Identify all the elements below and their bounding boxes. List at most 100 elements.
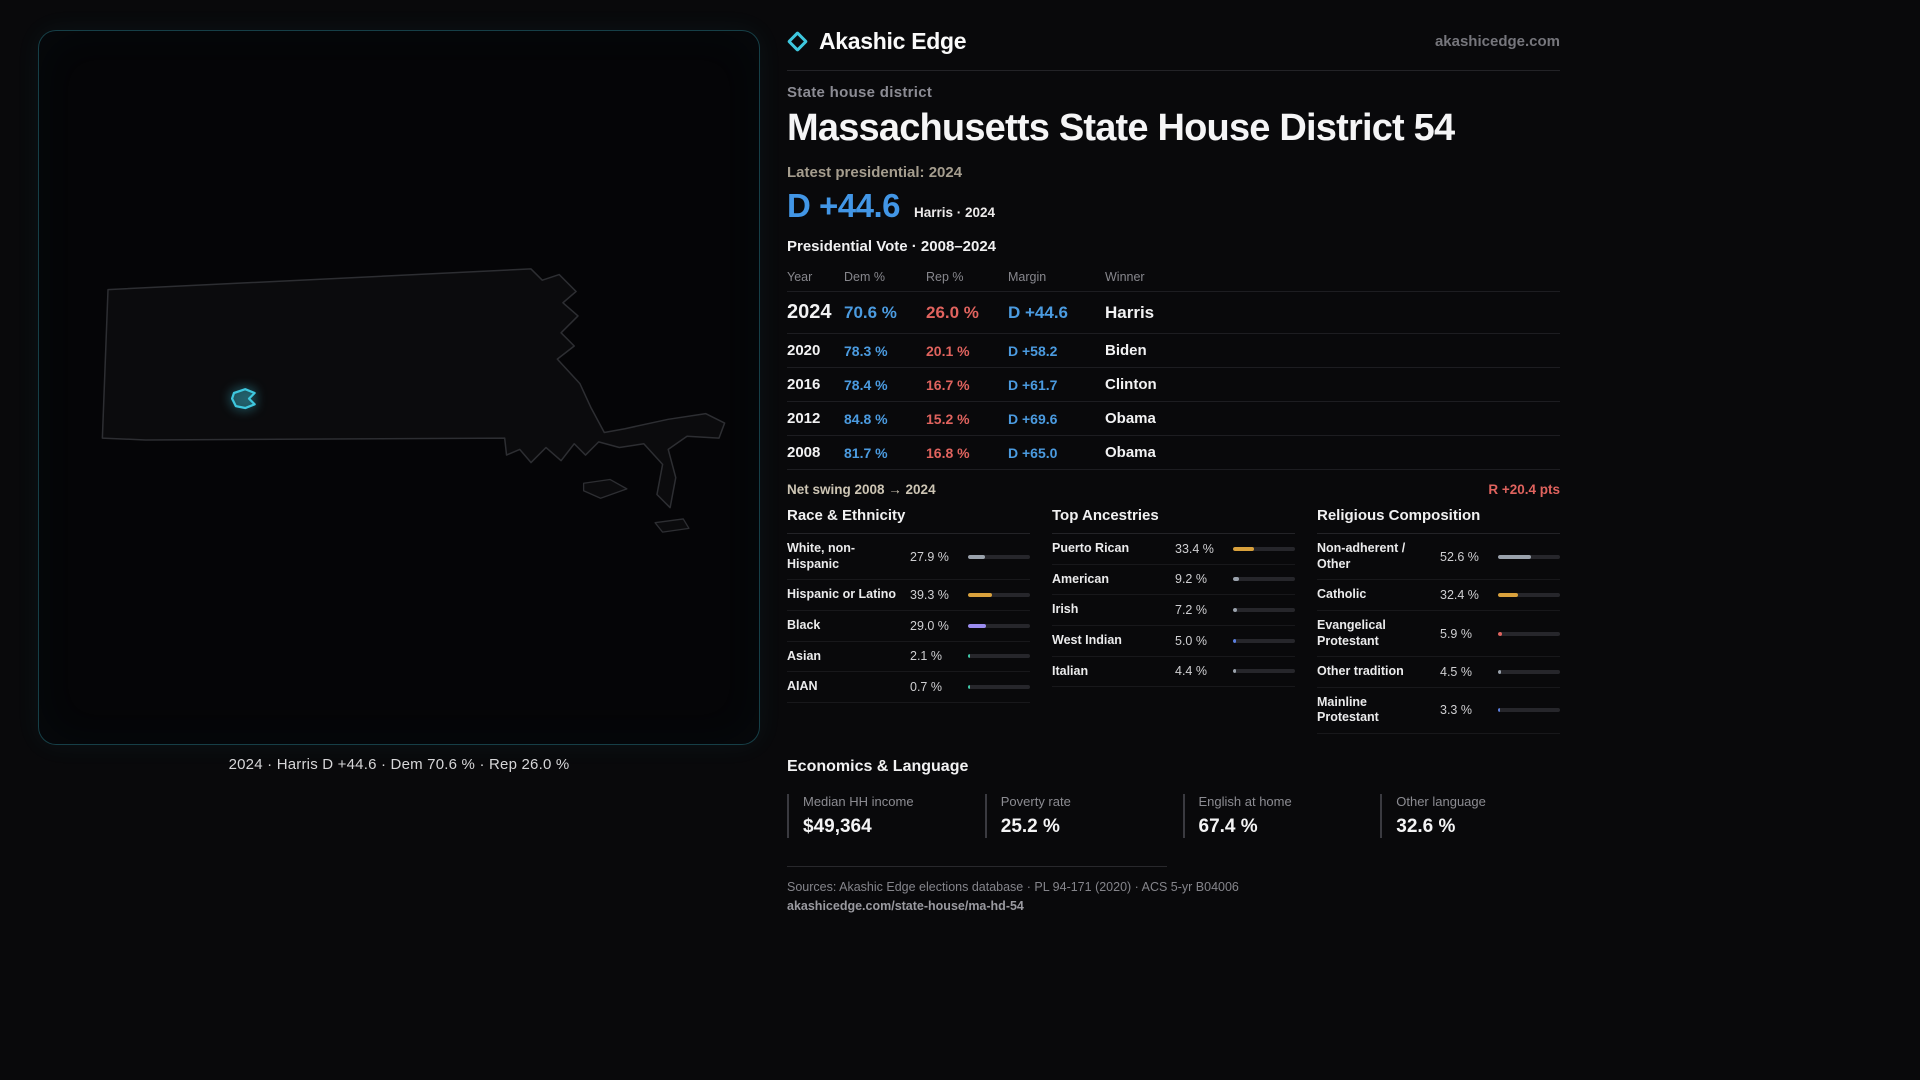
brand-header: Akashic Edge akashicedge.com: [786, 0, 1560, 71]
brand-domain-link[interactable]: akashicedge.com: [1434, 33, 1560, 50]
demo-label: White, non-Hispanic: [787, 541, 856, 571]
demo-row: Evangelical Protestant 5.9 %: [1317, 611, 1560, 658]
massachusetts-outline: [101, 268, 725, 509]
margin-cell: D +58.2: [1008, 342, 1058, 359]
demo-bar-track: [1498, 708, 1560, 713]
demo-value: 5.9 %: [1440, 626, 1472, 641]
demo-row: Irish 7.2 %: [1052, 595, 1295, 626]
permalink-link[interactable]: akashicedge.com/state-house/ma-hd-54: [787, 899, 1024, 913]
demo-row: American 9.2 %: [1052, 565, 1295, 596]
demo-value: 33.4 %: [1175, 541, 1214, 556]
dem-cell: 78.3 %: [844, 342, 888, 359]
demo-bar-track: [1233, 669, 1295, 674]
demo-bar-track: [968, 684, 1030, 689]
district-highlight: [230, 388, 256, 410]
demo-row: Other tradition 4.5 %: [1317, 657, 1560, 688]
demo-column-title: Top Ancestries: [1052, 507, 1295, 534]
demo-label: West Indian: [1052, 632, 1122, 647]
district-map-panel: [38, 30, 760, 745]
demo-bar-track: [1498, 669, 1560, 674]
col-margin: Margin: [1008, 270, 1047, 284]
dem-cell: 84.8 %: [844, 410, 888, 427]
demo-label: Other tradition: [1317, 664, 1404, 679]
demo-bar-fill: [1498, 554, 1531, 559]
rep-cell: 16.7 %: [926, 376, 970, 393]
demo-bar-track: [1498, 593, 1560, 598]
demo-value: 5.0 %: [1175, 633, 1207, 648]
stat-value: $49,364: [803, 816, 872, 837]
demo-value: 52.6 %: [1440, 549, 1479, 564]
dem-cell: 81.7 %: [844, 444, 888, 461]
demo-row: Catholic 32.4 %: [1317, 580, 1560, 611]
demo-label: Evangelical Protestant: [1317, 617, 1386, 648]
winner-cell: Obama: [1105, 410, 1156, 427]
demo-bar-fill: [968, 623, 986, 628]
nantucket-outline: [654, 518, 690, 534]
demo-bar-track: [1498, 554, 1560, 559]
demo-bar-track: [1233, 577, 1295, 582]
map-caption: 2024 · Harris D +44.6 · Dem 70.6 % · Rep…: [228, 756, 570, 773]
table-row: 2020 78.3 % 20.1 % D +58.2 Biden: [787, 334, 1560, 368]
demo-column-race: Race & Ethnicity White, non-Hispanic 27.…: [787, 507, 1030, 734]
demo-bar-fill: [968, 654, 970, 659]
stat-value: 25.2 %: [1000, 816, 1060, 837]
vote-table: Year Dem % Rep % Margin Winner 2024 70.6…: [787, 263, 1560, 470]
demo-label: Catholic: [1317, 587, 1367, 602]
demo-value: 0.7 %: [910, 679, 942, 694]
demo-row: Black 29.0 %: [787, 611, 1030, 642]
demo-bar-fill: [1498, 593, 1519, 598]
margin-cell: D +61.7: [1008, 376, 1058, 393]
stat-box-english-at-home: English at home 67.4 %: [1182, 794, 1363, 838]
year-cell: 2012: [787, 410, 821, 427]
stat-label: Other language: [1396, 794, 1486, 809]
economics-title: Economics & Language: [787, 758, 969, 775]
demo-bar-fill: [968, 684, 970, 689]
table-row: 2008 81.7 % 16.8 % D +65.0 Obama: [787, 436, 1560, 470]
economics-stats: Median HH income $49,364 Poverty rate 25…: [787, 794, 1560, 838]
table-row: 2016 78.4 % 16.7 % D +61.7 Clinton: [787, 368, 1560, 402]
marthas-vineyard-outline: [582, 479, 628, 500]
col-dem: Dem %: [844, 270, 885, 284]
demo-label: Black: [787, 617, 821, 632]
demo-value: 4.5 %: [1440, 664, 1472, 679]
rep-cell: 16.8 %: [926, 444, 970, 461]
demo-bar-fill: [1233, 638, 1237, 643]
headline-margin: D +44.6: [787, 187, 901, 224]
stat-box-poverty-rate: Poverty rate 25.2 %: [984, 794, 1165, 838]
winner-cell: Clinton: [1105, 376, 1157, 393]
demo-bar-fill: [1233, 669, 1236, 674]
demo-bar-track: [1233, 638, 1295, 643]
stat-value: 32.6 %: [1396, 816, 1456, 837]
stat-label: Poverty rate: [1000, 794, 1071, 809]
stat-value: 67.4 %: [1198, 816, 1258, 837]
winner-cell: Harris: [1105, 302, 1155, 322]
vote-table-header: Year Dem % Rep % Margin Winner: [787, 263, 1560, 292]
demo-bar-fill: [1233, 577, 1239, 582]
rep-cell: 20.1 %: [926, 342, 970, 359]
demo-value: 7.2 %: [1175, 603, 1207, 618]
demo-bar-track: [1233, 546, 1295, 551]
table-row: 2012 84.8 % 15.2 % D +69.6 Obama: [787, 402, 1560, 436]
demo-column-ancestries: Top Ancestries Puerto Rican 33.4 % Ameri…: [1052, 507, 1295, 734]
demo-bar-fill: [1498, 669, 1501, 674]
rep-cell: 26.0 %: [926, 302, 979, 322]
demo-value: 27.9 %: [910, 549, 949, 564]
demo-bar-fill: [968, 593, 993, 598]
margin-cell: D +44.6: [1008, 302, 1069, 322]
demographics-section: Race & Ethnicity White, non-Hispanic 27.…: [787, 507, 1560, 734]
vote-table-title: Presidential Vote · 2008–2024: [787, 238, 997, 255]
net-swing-row: Net swing 2008 → 2024 R +20.4 pts: [787, 470, 1560, 507]
col-year: Year: [787, 270, 813, 284]
demo-column-title: Religious Composition: [1317, 507, 1560, 534]
headline-sub: Harris · 2024: [914, 205, 996, 220]
dem-cell: 70.6 %: [844, 302, 897, 322]
stat-label: Median HH income: [803, 794, 914, 809]
demo-label: Asian: [787, 648, 822, 663]
page-title: Massachusetts State House District 54: [787, 107, 1455, 149]
winner-cell: Biden: [1105, 342, 1147, 359]
demo-row: Puerto Rican 33.4 %: [1052, 534, 1295, 565]
stat-label: English at home: [1198, 794, 1292, 809]
demo-row: West Indian 5.0 %: [1052, 626, 1295, 657]
demo-column-title: Race & Ethnicity: [787, 507, 1030, 534]
brand-name: Akashic Edge: [819, 28, 967, 54]
